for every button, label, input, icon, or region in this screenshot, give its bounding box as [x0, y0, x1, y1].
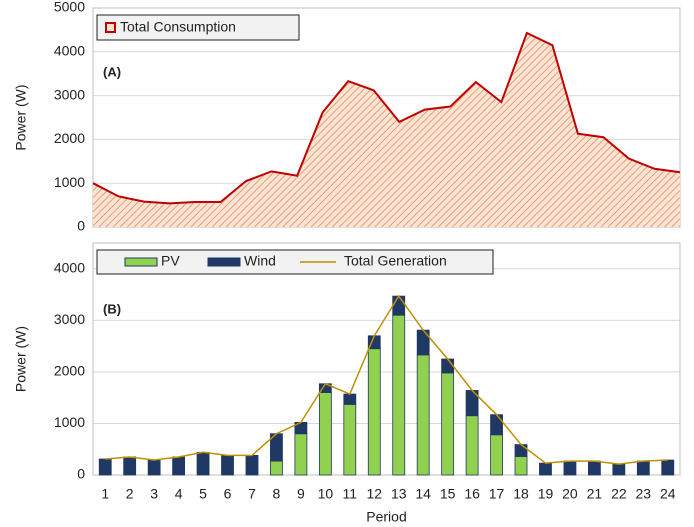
- bar-segment: [416, 329, 430, 356]
- x-tick-label: 18: [513, 486, 529, 502]
- x-tick-label: 14: [415, 486, 431, 502]
- x-tick-label: 8: [273, 486, 281, 502]
- legend-label: Wind: [244, 253, 276, 269]
- annotation: (B): [103, 301, 121, 316]
- x-tick-label: 3: [150, 486, 158, 502]
- x-tick-label: 2: [126, 486, 134, 502]
- y-tick-label: 2000: [54, 363, 85, 379]
- bar-segment: [392, 295, 406, 316]
- x-tick-label: 1: [101, 486, 109, 502]
- bar-segment: [612, 463, 626, 476]
- bar-segment: [98, 458, 112, 476]
- bar-segment: [587, 460, 601, 476]
- x-tick-label: 7: [248, 486, 256, 502]
- x-tick-label: 17: [489, 486, 505, 502]
- x-tick-label: 6: [224, 486, 232, 502]
- bar-segment: [147, 459, 161, 476]
- bar-segment: [661, 459, 675, 476]
- annotation: (A): [103, 64, 121, 79]
- bar-segment: [441, 358, 455, 374]
- legend-label: Total Generation: [344, 253, 447, 269]
- bar-segment: [123, 456, 137, 476]
- bar-segment: [392, 314, 406, 476]
- x-tick-label: 21: [587, 486, 603, 502]
- x-tick-label: 4: [175, 486, 183, 502]
- bar-segment: [441, 372, 455, 476]
- y-tick-label: 1000: [54, 414, 85, 430]
- bar-segment: [270, 460, 283, 476]
- x-tick-label: 11: [343, 486, 358, 502]
- consumption-line: [92, 31, 681, 205]
- y-tick-label: 5000: [54, 0, 85, 15]
- legend-swatch: [207, 257, 241, 267]
- y-tick-label: 3000: [54, 311, 85, 327]
- bar-segment: [294, 433, 308, 476]
- x-tick-label: 24: [660, 486, 676, 502]
- bar-segment: [343, 403, 357, 476]
- area-fill: [93, 32, 680, 227]
- x-tick-label: 13: [391, 486, 407, 502]
- x-tick-label: 19: [538, 486, 554, 502]
- bar-segment: [465, 415, 479, 476]
- x-tick-label: 23: [636, 486, 652, 502]
- bar-segment: [514, 444, 528, 457]
- bar-segment: [221, 455, 234, 476]
- bar-segment: [343, 393, 357, 405]
- legend-swatch: [124, 257, 158, 267]
- bar-segment: [490, 434, 503, 476]
- y-axis-label: Power (W): [13, 84, 29, 150]
- bar-segment: [196, 451, 210, 476]
- y-tick-label: 0: [77, 218, 85, 234]
- x-tick-label: 12: [366, 486, 382, 502]
- x-tick-label: 16: [464, 486, 480, 502]
- legend-swatch: [105, 22, 116, 33]
- x-tick-label: 10: [318, 486, 334, 502]
- bar-segment: [318, 392, 332, 476]
- bar-segment: [563, 460, 577, 476]
- legend-label: Total Consumption: [120, 19, 236, 35]
- y-tick-label: 4000: [54, 43, 85, 59]
- bar-segment: [172, 456, 186, 476]
- x-tick-label: 15: [440, 486, 456, 502]
- y-tick-label: 4000: [54, 259, 85, 275]
- bar-segment: [514, 456, 528, 476]
- bar-segment: [416, 354, 430, 476]
- total-line: [105, 294, 668, 465]
- bar-segment: [539, 462, 552, 476]
- y-tick-label: 2000: [54, 130, 85, 146]
- legend-label: PV: [161, 253, 180, 269]
- legend-box: [96, 14, 300, 41]
- legend-box: [96, 249, 494, 275]
- x-tick-label: 9: [297, 486, 305, 502]
- y-axis-label: Power (W): [13, 326, 29, 392]
- x-axis-label: Period: [366, 509, 406, 525]
- bar-segment: [490, 414, 503, 436]
- x-tick-label: 22: [611, 486, 627, 502]
- y-tick-label: 1000: [54, 174, 85, 190]
- plot-frame: [92, 242, 681, 476]
- y-tick-label: 3000: [54, 86, 85, 102]
- x-tick-label: 5: [199, 486, 207, 502]
- y-tick-label: 0: [77, 466, 85, 482]
- bar-segment: [367, 348, 381, 476]
- bar-segment: [636, 460, 650, 476]
- bar-segment: [245, 455, 259, 476]
- x-tick-label: 20: [562, 486, 578, 502]
